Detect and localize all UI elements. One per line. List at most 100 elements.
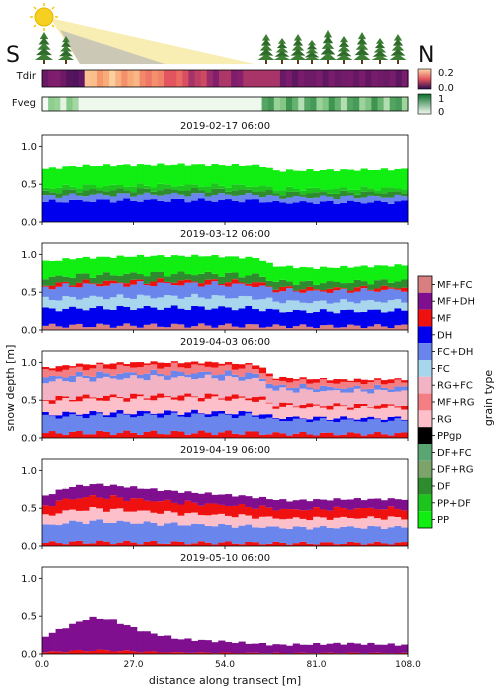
grain-layer-cell <box>116 397 124 411</box>
grain-layer-cell <box>204 640 212 653</box>
grain-layer-cell <box>69 277 77 286</box>
grain-layer-cell <box>62 652 70 654</box>
grain-layer-cell <box>96 519 104 541</box>
grain-layer-cell <box>292 433 300 438</box>
grain-layer-cell <box>394 416 402 419</box>
grain-layer-cell <box>340 392 348 406</box>
grain-layer-cell <box>245 296 253 306</box>
grain-layer-cell <box>150 522 158 542</box>
x-tick-label: 27.0 <box>123 660 143 670</box>
grain-layer-cell <box>69 401 77 413</box>
grain-layer-cell <box>258 527 267 545</box>
snow-columns <box>42 616 409 654</box>
grain-layer-cell <box>252 431 260 438</box>
grain-layer-cell <box>231 417 239 434</box>
grain-layer-cell <box>387 506 395 517</box>
grain-layer-cell <box>353 378 361 383</box>
grain-layer-cell <box>218 494 226 505</box>
grain-layer-cell <box>319 407 328 417</box>
grain-layer-cell <box>109 257 117 276</box>
grain-layer-cell <box>109 309 117 328</box>
grain-layer-cell <box>211 281 219 296</box>
grain-layer-cell <box>231 283 239 299</box>
grain-layer-cell <box>116 362 124 365</box>
grain-layer-cell <box>306 644 314 654</box>
grain-layer-cell <box>306 280 314 287</box>
grain-layer-cell <box>143 521 151 542</box>
grain-layer-cell <box>367 202 375 222</box>
grain-layer-cell <box>306 389 314 404</box>
grain-layer-cell <box>75 258 84 274</box>
grain-layer-cell <box>306 290 314 304</box>
grain-layer-cell <box>62 398 70 412</box>
grain-layer-cell <box>401 510 409 520</box>
grain-layer-cell <box>82 273 90 280</box>
grain-layer-cell <box>272 266 280 282</box>
grain-layer-cell <box>143 541 151 546</box>
grain-layer-cell <box>374 389 382 406</box>
grain-layer-cell <box>123 186 131 191</box>
grain-layer-cell <box>333 383 341 389</box>
grain-layer-cell <box>123 511 131 522</box>
grain-layer-cell <box>394 288 402 290</box>
grain-layer-cell <box>170 412 178 431</box>
trees-right <box>257 30 407 64</box>
grain-layer-cell <box>387 311 395 329</box>
grain-layer-cell <box>231 272 239 280</box>
grain-layer-cell <box>367 188 375 192</box>
grain-layer-cell <box>292 509 300 518</box>
grain-layer-cell <box>306 434 314 438</box>
grain-layer-cell <box>164 295 172 308</box>
grain-layer-cell <box>103 368 111 374</box>
grain-layer-cell <box>109 327 117 330</box>
grain-layer-cell <box>130 651 138 654</box>
grain-layer-cell <box>340 265 348 284</box>
grain-layer-cell <box>197 413 206 415</box>
grain-layer-cell <box>42 542 50 546</box>
grain-layer-cell <box>374 405 382 409</box>
grain-layer-cell <box>130 414 138 418</box>
grain-layer-cell <box>292 517 300 527</box>
grain-layer-cell <box>143 510 151 522</box>
grain-layer-cell <box>292 543 300 546</box>
grain-layer-cell <box>231 505 239 518</box>
grain-layer-cell <box>150 271 158 282</box>
grain-layer-cell <box>367 382 375 389</box>
grain-layer-cell <box>82 620 90 652</box>
grain-layer-cell <box>401 499 409 511</box>
grain-layer-cell <box>211 201 219 222</box>
grain-layer-cell <box>292 284 300 291</box>
grain-layer-cell <box>265 287 273 298</box>
grain-layer-cell <box>319 418 328 433</box>
grain-layer-cell <box>374 169 382 191</box>
grain-layer-cell <box>286 281 294 287</box>
colorbar-swatch <box>418 477 432 495</box>
grain-layer-cell <box>218 165 226 186</box>
grain-layer-cell <box>299 499 307 511</box>
grain-layer-cell <box>326 527 334 543</box>
grain-layer-cell <box>96 649 104 654</box>
grain-layer-cell <box>306 198 314 203</box>
grain-layer-cell <box>130 375 138 394</box>
grain-layer-cell <box>245 413 253 432</box>
grain-layer-cell <box>143 631 151 652</box>
grain-layer-cell <box>231 433 239 438</box>
grain-layer-cell <box>103 199 111 222</box>
snow-profile-panel: 2019-04-03 06:000.00.51.0 <box>21 337 409 445</box>
grain-layer-cell <box>238 397 246 412</box>
grain-layer-cell <box>292 416 300 419</box>
grain-layer-cell <box>326 542 334 546</box>
grain-layer-cell <box>130 511 138 524</box>
colorbar-title: grain type <box>482 370 495 427</box>
grain-layer-cell <box>313 268 321 285</box>
grain-layer-cell <box>258 434 267 438</box>
grain-layer-cell <box>252 508 260 519</box>
grain-layer-cell <box>360 186 368 192</box>
grain-layer-cell <box>258 496 267 506</box>
grain-layer-cell <box>130 298 138 310</box>
grain-layer-cell <box>380 528 389 544</box>
snow-profile-panel: 2019-03-12 06:000.00.51.0 <box>21 229 409 337</box>
grain-layer-cell <box>143 651 151 654</box>
colorbar-swatch <box>418 410 432 428</box>
grain-layer-cell <box>299 201 307 222</box>
